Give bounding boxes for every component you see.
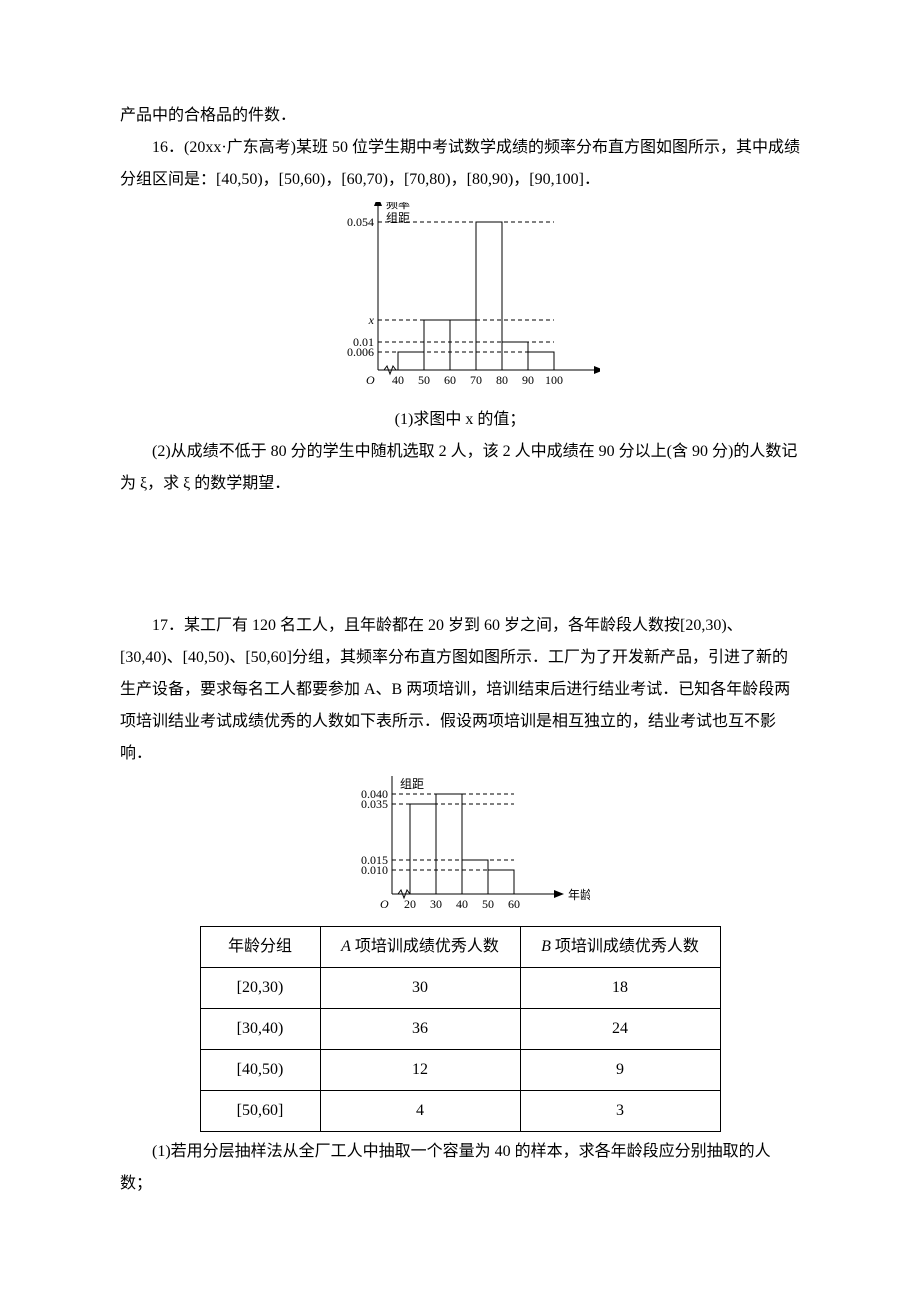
table-row: [30,40)3624 [200, 1009, 720, 1050]
question-17-part1: (1)若用分层抽样法从全厂工人中抽取一个容量为 40 的样本，求各年龄段应分别抽… [120, 1136, 800, 1200]
question-17-stem: 17．某工厂有 120 名工人，且年龄都在 20 岁到 60 岁之间，各年龄段人… [120, 610, 800, 770]
question-16-part2: (2)从成绩不低于 80 分的学生中随机选取 2 人，该 2 人中成绩在 90 … [120, 436, 800, 500]
table-cell: [40,50) [200, 1050, 320, 1091]
svg-text:30: 30 [430, 897, 442, 911]
svg-text:80: 80 [496, 373, 508, 387]
svg-text:60: 60 [444, 373, 456, 387]
svg-text:x: x [368, 313, 375, 327]
svg-text:0.006: 0.006 [347, 345, 374, 359]
svg-text:O: O [380, 897, 389, 911]
question-16-stem: 16．(20xx·广东高考)某班 50 位学生期中考试数学成绩的频率分布直方图如… [120, 132, 800, 196]
table-cell: 30 [320, 968, 520, 1009]
svg-text:O: O [366, 373, 375, 387]
table-cell: 18 [520, 968, 720, 1009]
svg-text:0.035: 0.035 [361, 797, 388, 811]
table-cell: [50,60] [200, 1091, 320, 1132]
table-row: [50,60]43 [200, 1091, 720, 1132]
fragment-prev-page: 产品中的合格品的件数． [120, 100, 800, 132]
table-cell: 9 [520, 1050, 720, 1091]
table-cell: 4 [320, 1091, 520, 1132]
table-header: B 项培训成绩优秀人数 [520, 927, 720, 968]
table-header: A 项培训成绩优秀人数 [320, 927, 520, 968]
table-cell: [30,40) [200, 1009, 320, 1050]
svg-text:70: 70 [470, 373, 482, 387]
svg-text:20: 20 [404, 897, 416, 911]
histogram-q16: 频率组距成绩O0.054x0.010.006405060708090100 [320, 202, 600, 402]
table-cell: 12 [320, 1050, 520, 1091]
svg-text:90: 90 [522, 373, 534, 387]
svg-text:100: 100 [545, 373, 563, 387]
svg-text:0.054: 0.054 [347, 215, 374, 229]
svg-text:0.010: 0.010 [361, 863, 388, 877]
table-row: [20,30)3018 [200, 968, 720, 1009]
svg-text:40: 40 [456, 897, 468, 911]
table-cell: 36 [320, 1009, 520, 1050]
table-row: [40,50)129 [200, 1050, 720, 1091]
svg-text:组距: 组距 [400, 777, 424, 791]
svg-text:频率: 频率 [386, 202, 410, 211]
histogram-q17: 频率组距年龄(岁)O0.0400.0350.0150.0102030405060 [330, 776, 590, 926]
svg-text:60: 60 [508, 897, 520, 911]
svg-text:50: 50 [418, 373, 430, 387]
svg-text:50: 50 [482, 897, 494, 911]
svg-text:组距: 组距 [386, 211, 410, 225]
svg-text:40: 40 [392, 373, 404, 387]
svg-text:年龄(岁): 年龄(岁) [568, 887, 590, 902]
table-header: 年龄分组 [200, 927, 320, 968]
training-results-table: 年龄分组A 项培训成绩优秀人数B 项培训成绩优秀人数[20,30)3018[30… [200, 926, 721, 1132]
table-cell: [20,30) [200, 968, 320, 1009]
question-16-part1: (1)求图中 x 的值； [120, 404, 800, 436]
table-cell: 3 [520, 1091, 720, 1132]
table-cell: 24 [520, 1009, 720, 1050]
